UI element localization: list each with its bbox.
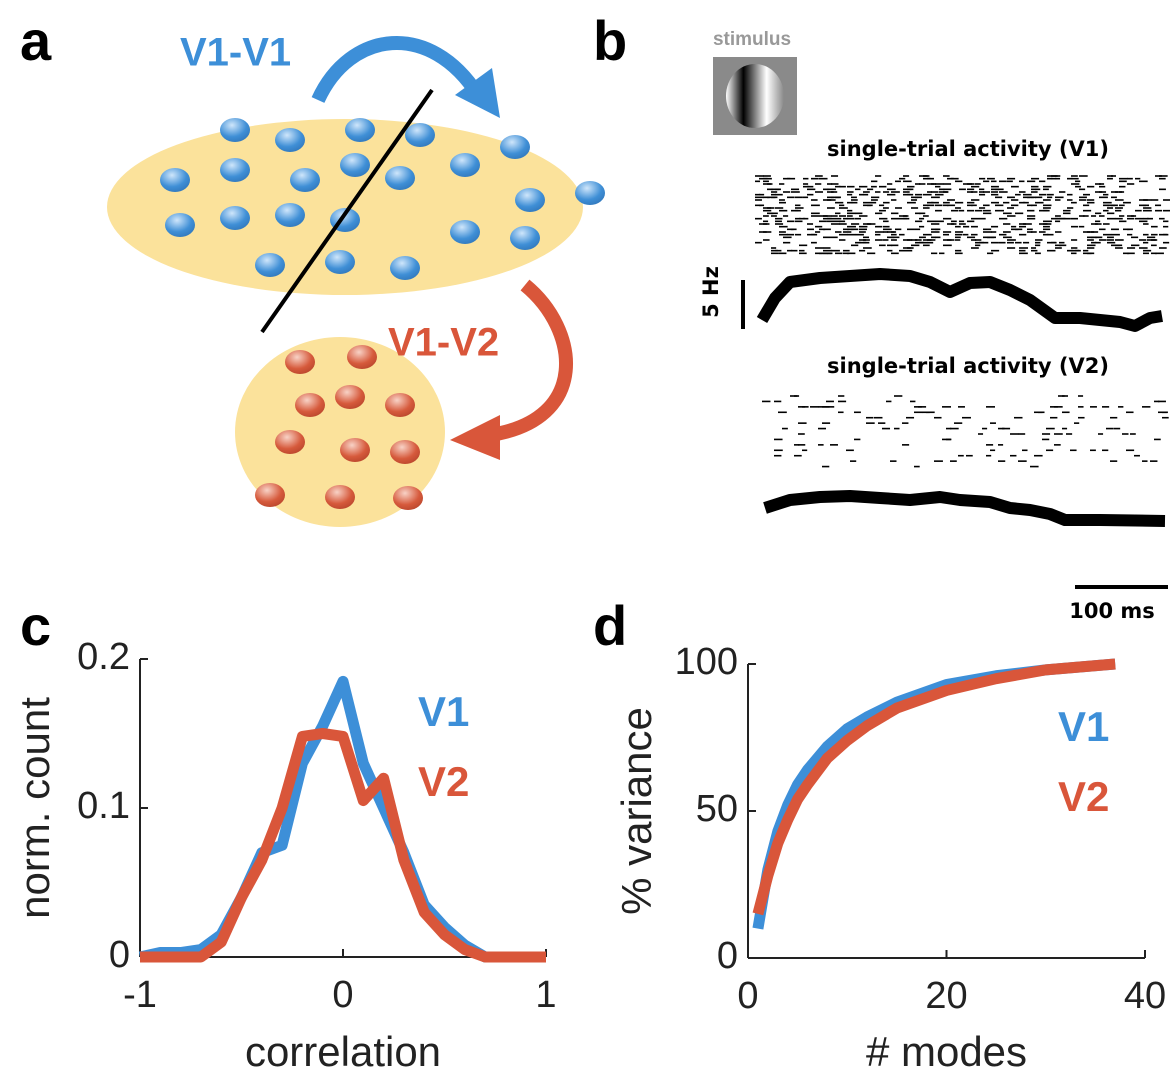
series-line [138, 675, 546, 963]
x-tick-label: 0 [737, 975, 758, 1017]
arrow-v1-v2 [488, 279, 573, 442]
stimulus-label: stimulus [713, 29, 791, 50]
series-label: V2 [418, 758, 469, 805]
neuron [393, 486, 423, 510]
x-tick-label: 20 [925, 975, 967, 1017]
rate-trace-v2 [763, 490, 1166, 527]
raster-title: single-trial activity (V2) [827, 354, 1109, 378]
y-tick-label: 0.2 [77, 636, 130, 678]
x-axis-label: # modes [866, 1028, 1027, 1075]
rate-scale-label: 5 Hz [699, 266, 723, 318]
neuron [340, 438, 370, 462]
neuron [285, 350, 315, 374]
y-tick-label: 50 [696, 788, 738, 830]
panel-letter: b [593, 9, 627, 72]
neuron [220, 158, 250, 182]
neuron [325, 485, 355, 509]
neuron [385, 393, 415, 417]
neuron [275, 203, 305, 227]
neuron [255, 483, 285, 507]
y-tick-label: 100 [675, 641, 738, 683]
neuron [335, 385, 365, 409]
panel-letter: c [20, 594, 51, 657]
v2-neurons [255, 345, 423, 510]
raster-v2 [762, 395, 1169, 468]
neuron [390, 440, 420, 464]
time-scale-label: 100 ms [1069, 599, 1155, 623]
neuron [347, 345, 377, 369]
neuron [255, 253, 285, 277]
neuron [325, 250, 355, 274]
neuron [220, 118, 250, 142]
neuron [575, 181, 605, 205]
neuron [510, 226, 540, 250]
series-label: V1 [418, 688, 469, 735]
neuron [165, 213, 195, 237]
panel-letter: d [593, 594, 627, 657]
y-tick-label: 0.1 [77, 785, 130, 827]
x-tick-label: 40 [1124, 975, 1166, 1017]
neuron [405, 123, 435, 147]
series-line [140, 728, 546, 963]
neuron [515, 188, 545, 212]
neuron [275, 430, 305, 454]
panel-letter: a [20, 9, 52, 72]
arrow-label: V1-V1 [180, 31, 291, 75]
x-tick-label: -1 [123, 974, 157, 1016]
y-axis-label: norm. count [11, 697, 58, 919]
y-tick-label: 0 [109, 934, 130, 976]
raster-v1 [755, 175, 1170, 255]
neuron [450, 220, 480, 244]
series-label: V2 [1058, 773, 1109, 820]
neuron [295, 393, 325, 417]
x-tick-label: 1 [535, 974, 556, 1016]
v2-area [235, 337, 445, 527]
arrow-label: V1-V2 [388, 321, 499, 365]
neuron [500, 135, 530, 159]
neuron [390, 256, 420, 280]
neuron [275, 128, 305, 152]
rate-trace-v1 [756, 268, 1163, 332]
neuron [385, 166, 415, 190]
series-label: V1 [1058, 703, 1109, 750]
neuron [450, 153, 480, 177]
series-line [752, 658, 1116, 916]
y-tick-label: 0 [717, 935, 738, 977]
arrow-v1-v1 [311, 36, 484, 104]
y-axis-label: % variance [613, 707, 660, 915]
arrowhead [455, 68, 500, 118]
v1-neurons [160, 118, 605, 280]
neuron [160, 168, 190, 192]
neuron [345, 118, 375, 142]
raster-title: single-trial activity (V1) [827, 137, 1109, 161]
neuron [340, 153, 370, 177]
neuron [220, 206, 250, 230]
arrowhead [450, 415, 500, 460]
x-tick-label: 0 [332, 974, 353, 1016]
neuron [290, 168, 320, 192]
x-axis-label: correlation [245, 1028, 441, 1075]
grating [726, 64, 784, 128]
divider [260, 88, 434, 334]
